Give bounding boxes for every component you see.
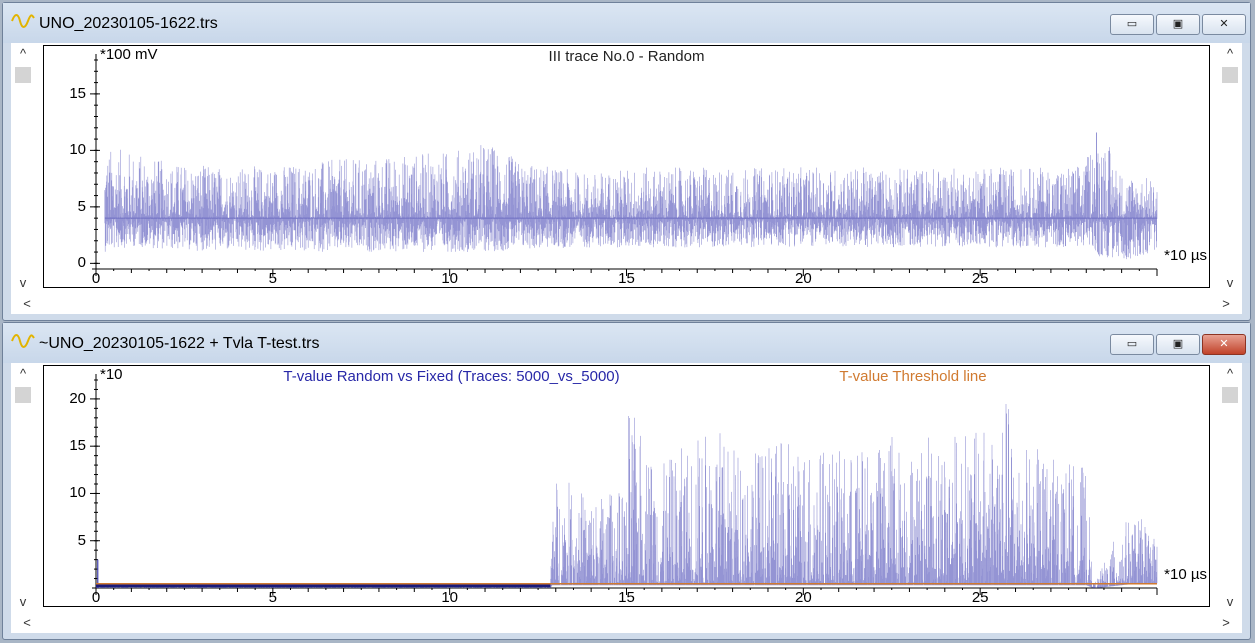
right-vertical-scrollbar[interactable]: ^ v [1218, 43, 1242, 294]
x-tick-label: 5 [268, 589, 277, 606]
minimize-icon: ▭ [1126, 18, 1138, 30]
minimize-button[interactable]: ▭ [1110, 14, 1154, 35]
horizontal-scrollbar[interactable]: < > [11, 613, 1242, 633]
y-tick-label: 20 [69, 389, 86, 407]
x-tick-label: 25 [971, 270, 989, 287]
scroll-thumb[interactable] [15, 387, 31, 403]
x-unit-label: *10 µs [1164, 247, 1207, 264]
close-icon: ✕ [1219, 18, 1229, 30]
plot-svg [90, 54, 1158, 276]
trace-plot-area[interactable]: 0 5 10 15 0 5 10 15 20 25 *100 mV III trace No.0 - … [43, 45, 1210, 288]
trace-series [104, 132, 1158, 260]
trace-spikes [95, 404, 1158, 588]
y-tick-label: 5 [77, 197, 86, 215]
y-tick-label: 15 [69, 437, 86, 455]
scroll-right-arrow-icon[interactable]: > [1222, 615, 1230, 630]
scroll-left-arrow-icon[interactable]: < [23, 615, 31, 630]
maximize-icon: ▣ [1172, 338, 1184, 350]
window-title: UNO_20230105-1622.trs [39, 15, 218, 32]
minimize-icon: ▭ [1126, 338, 1138, 350]
y-unit-label: *100 mV [100, 46, 158, 63]
waveform-icon [11, 14, 35, 28]
y-tick-label: 10 [69, 141, 86, 159]
y-tick-label: 10 [69, 484, 86, 502]
x-tick-label: 10 [441, 270, 458, 287]
trace-spikes [104, 132, 1158, 260]
x-tick-label: 10 [441, 589, 458, 606]
y-unit-label: *10 [100, 366, 123, 383]
minimize-button[interactable]: ▭ [1110, 334, 1154, 355]
scroll-down-arrow-icon[interactable]: v [1226, 275, 1234, 290]
right-vertical-scrollbar[interactable]: ^ v [1218, 363, 1242, 613]
y-tick-label: 0 [77, 254, 86, 272]
x-tick-label: 0 [91, 589, 101, 606]
y-tick-label: 5 [77, 531, 86, 549]
maximize-button[interactable]: ▣ [1156, 14, 1200, 35]
x-tick-label: 15 [618, 589, 635, 606]
x-unit-label: *10 µs [1164, 566, 1207, 583]
close-button[interactable]: ✕ [1202, 14, 1246, 35]
maximize-icon: ▣ [1172, 18, 1184, 30]
x-tick-label: 20 [794, 589, 812, 606]
x-tick-label: 15 [618, 270, 635, 287]
trace-series [95, 404, 1158, 588]
y-tick-label: 15 [69, 84, 86, 102]
trace-window[interactable]: UNO_20230105-1622.trs ▭ ▣ ✕ ^ v ^ v < > … [2, 2, 1251, 321]
scroll-up-arrow-icon[interactable]: ^ [1226, 366, 1234, 381]
ttest-window[interactable]: ~UNO_20230105-1622 + Tvla T-test.trs ▭ ▣… [2, 322, 1251, 640]
scroll-up-arrow-icon[interactable]: ^ [1226, 46, 1234, 61]
waveform-icon [11, 334, 35, 348]
plot-svg [90, 374, 1158, 595]
scroll-up-arrow-icon[interactable]: ^ [19, 46, 27, 61]
scroll-down-arrow-icon[interactable]: v [19, 594, 27, 609]
scroll-right-arrow-icon[interactable]: > [1222, 296, 1230, 311]
title-bar[interactable]: UNO_20230105-1622.trs ▭ ▣ ✕ [3, 3, 1250, 43]
x-tick-label: 5 [268, 270, 277, 287]
title-bar[interactable]: ~UNO_20230105-1622 + Tvla T-test.trs ▭ ▣… [3, 323, 1250, 363]
scroll-thumb[interactable] [15, 67, 31, 83]
trace-view[interactable]: ^ v ^ v < > 0 5 10 15 0 5 10 15 20 25 *100 mV III t… [11, 43, 1242, 314]
scroll-thumb[interactable] [1222, 387, 1238, 403]
left-vertical-scrollbar[interactable]: ^ v [11, 43, 35, 294]
scroll-up-arrow-icon[interactable]: ^ [19, 366, 27, 381]
maximize-button[interactable]: ▣ [1156, 334, 1200, 355]
close-icon: ✕ [1219, 338, 1229, 350]
scroll-left-arrow-icon[interactable]: < [23, 296, 31, 311]
plot-title: III trace No.0 - Random [548, 48, 705, 65]
x-tick-label: 20 [794, 270, 812, 287]
x-tick-label: 0 [91, 270, 101, 287]
x-tick-label: 25 [971, 589, 989, 606]
horizontal-scrollbar[interactable]: < > [11, 294, 1242, 314]
plot-title: T-value Random vs Fixed (Traces: 5000_vs… [283, 368, 620, 385]
trace-view[interactable]: ^ v ^ v < > 5 10 15 20 0 5 10 15 20 25 *10 T-value … [11, 363, 1242, 633]
scroll-thumb[interactable] [1222, 67, 1238, 83]
left-vertical-scrollbar[interactable]: ^ v [11, 363, 35, 613]
scroll-down-arrow-icon[interactable]: v [1226, 594, 1234, 609]
close-button[interactable]: ✕ [1202, 334, 1246, 355]
ttest-plot-area[interactable]: 5 10 15 20 0 5 10 15 20 25 *10 T-value Random vs Fi… [43, 365, 1210, 607]
scroll-down-arrow-icon[interactable]: v [19, 275, 27, 290]
window-title: ~UNO_20230105-1622 + Tvla T-test.trs [39, 335, 320, 352]
threshold-legend-label: T-value Threshold line [839, 368, 987, 385]
